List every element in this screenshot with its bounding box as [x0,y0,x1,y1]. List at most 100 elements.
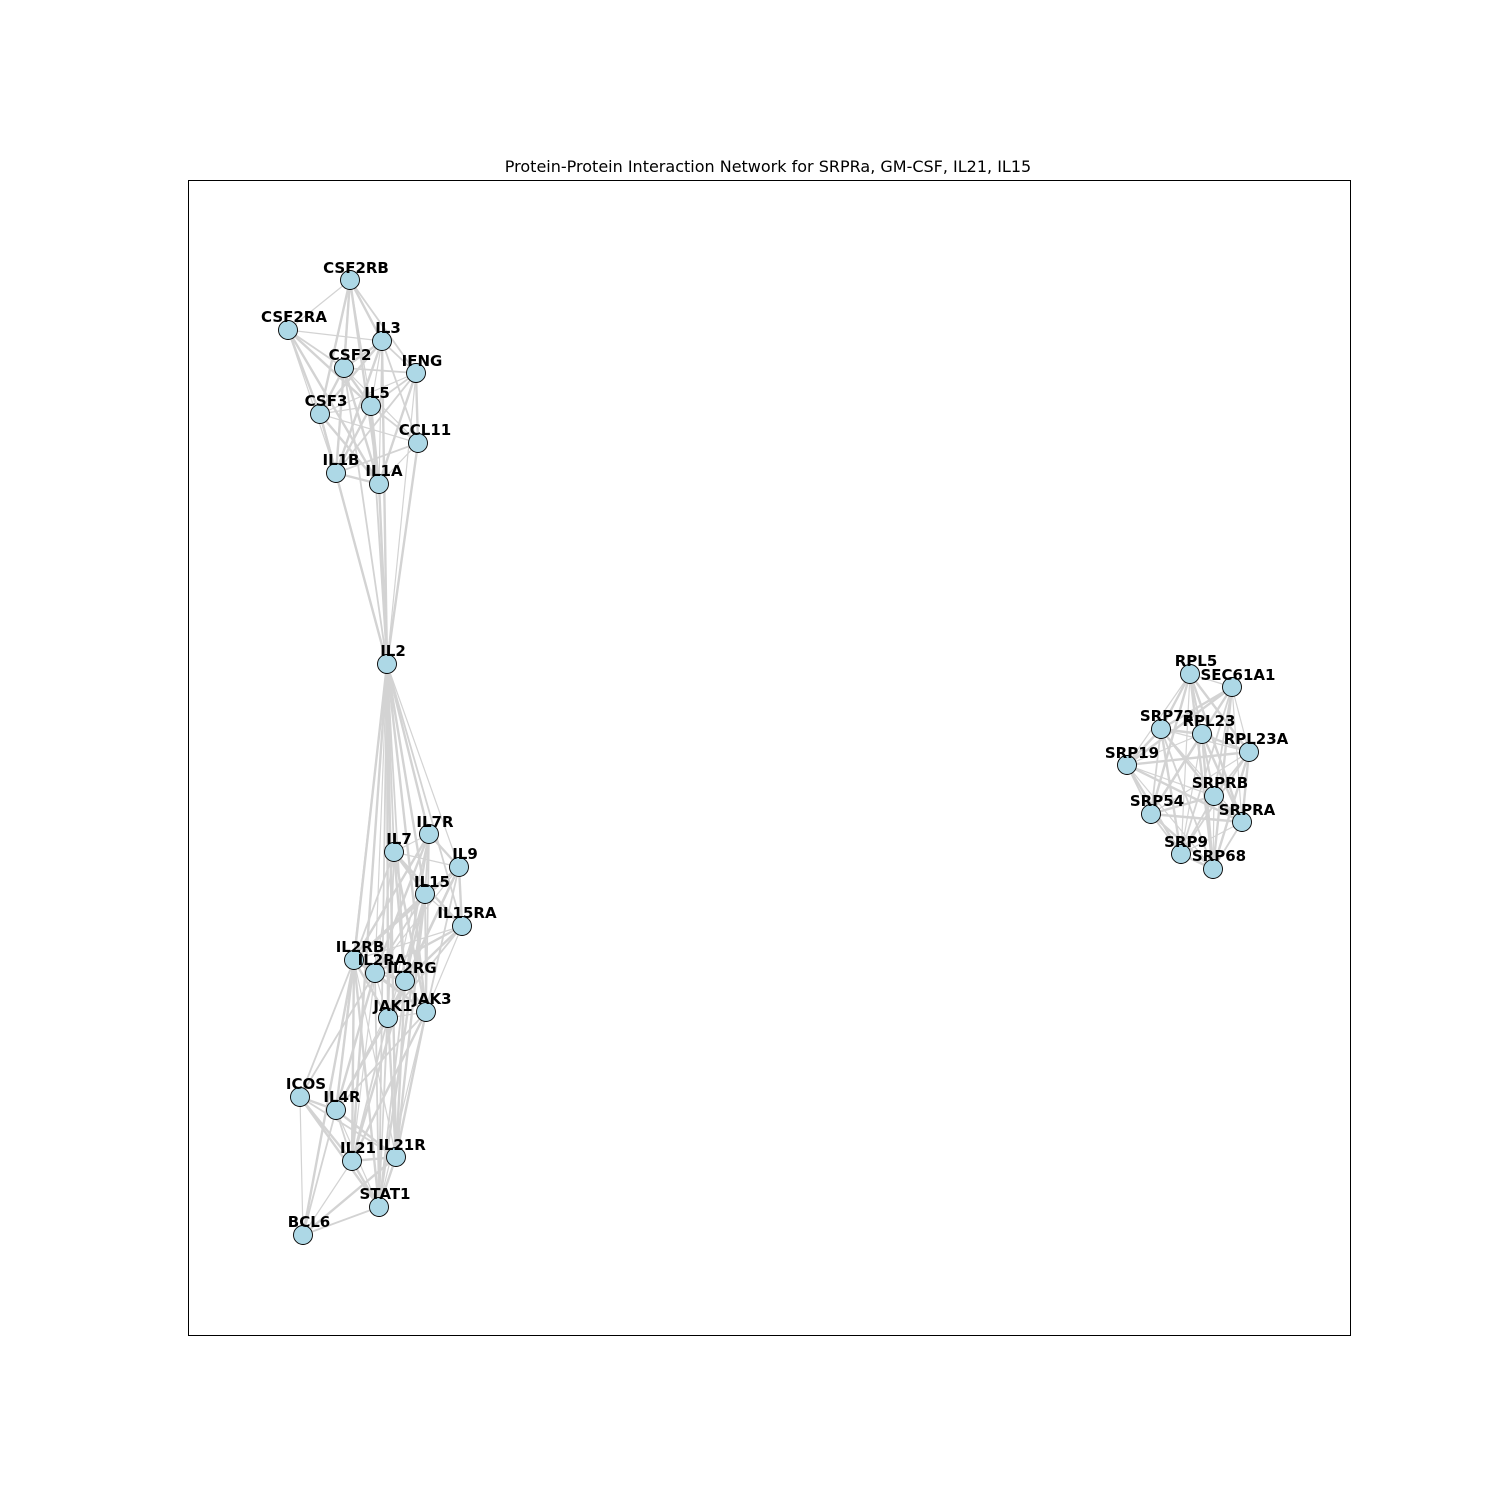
node-srpra [1232,812,1252,832]
edge-sec61a1-srp9 [1180,686,1233,855]
edge-sec61a1-srpra [1231,686,1243,823]
node-srp19 [1117,755,1137,775]
edge-il2-il9 [386,663,460,868]
edge-ifng-il1b [335,372,417,474]
node-label-il1a: IL1A [365,462,403,480]
edge-rpl23a-srp54 [1150,751,1250,815]
node-il2 [377,654,397,674]
node-label-srprb: SRPRB [1192,774,1248,792]
node-srp9 [1171,844,1191,864]
node-label-csf2rb: CSF2RB [323,259,389,277]
edge-csf3-ccl11 [319,413,419,444]
node-label-srp9: SRP9 [1164,833,1208,851]
edge-srp54-srpra [1149,812,1244,824]
edge-icos-stat1 [298,1095,381,1209]
node-label-ifng: IFNG [402,352,443,370]
node-label-il5: IL5 [364,384,390,402]
node-il21 [342,1151,362,1171]
node-ifng [406,363,426,383]
edge-il2-csf2 [343,367,388,665]
node-jak3 [416,1002,436,1022]
edge-jak3-il4r [335,1011,427,1111]
edge-il7r-il2ra [373,832,431,975]
edge-srp54-srp68 [1149,812,1215,871]
node-label-il3: IL3 [375,319,401,337]
edge-il3-il5 [370,340,383,407]
node-rpl5 [1180,664,1200,684]
edge-il21-bcl6 [302,1160,353,1236]
edge-il2-il1a [377,482,389,666]
edge-il2-il21 [350,662,389,1163]
node-rpl23 [1192,724,1212,744]
node-bcl6 [293,1225,313,1245]
edge-il3-il1b [334,339,384,475]
edge-il2ra-il4r [334,971,377,1112]
nodes-layer [278,270,1259,1245]
node-label-il21r: IL21R [378,1136,426,1154]
node-label-icos: ICOS [286,1075,326,1093]
node-il7 [384,842,404,862]
edge-csf3-il1a [318,412,381,486]
node-il1b [326,463,346,483]
node-label-il9: IL9 [452,845,478,863]
edge-jak1-il21r [386,1016,398,1159]
node-label-bcl6: BCL6 [288,1213,330,1231]
edge-sec61a1-srp19 [1125,685,1234,767]
edge-il2-il15ra [386,663,463,927]
edge-srp19-srprb [1126,764,1215,797]
edge-rpl23-srp19 [1126,733,1203,766]
edge-icos-bcl6 [299,1096,304,1236]
edge-il2-il3 [380,339,389,666]
edge-il2ra-il21 [351,972,376,1162]
node-icos [290,1087,310,1107]
edge-srp72-srpra [1160,728,1243,823]
node-srprb [1204,786,1224,806]
node-csf2ra [278,320,298,340]
node-label-il15: IL15 [414,873,450,891]
node-rpl23a [1239,742,1259,762]
node-label-il21: IL21 [340,1139,376,1157]
edge-csf2rb-il3 [348,278,384,343]
edge-il2-ccl11 [385,441,420,666]
plot-frame [188,180,1351,1336]
node-label-rpl23: RPL23 [1183,712,1236,730]
node-label-il2rb: IL2RB [336,938,385,956]
edge-il15-jak3 [424,893,427,1013]
edge-il4r-il21r [334,1108,398,1159]
node-label-srpra: SRPRA [1219,801,1276,819]
edge-srprb-srp68 [1212,795,1215,870]
node-il21r [386,1147,406,1167]
edge-rpl5-rpl23a [1188,672,1251,754]
edge-il7-il9 [393,851,460,868]
edge-rpl5-srp9 [1180,673,1191,855]
node-srp72 [1151,719,1171,739]
edge-ifng-ccl11 [414,371,420,445]
node-label-il2rg: IL2RG [387,959,436,977]
edge-il7-jak3 [392,850,428,1014]
edge-rpl5-srp54 [1149,672,1192,816]
node-label-rpl5: RPL5 [1175,652,1218,670]
node-label-csf2ra: CSF2RA [261,308,327,326]
edge-il2rb-il4r [334,958,356,1112]
node-label-srp54: SRP54 [1130,792,1184,810]
node-csf3 [310,404,330,424]
edge-il2-il7r [385,662,431,836]
edge-il15ra-jak3 [425,925,463,1013]
node-label-srp72: SRP72 [1140,707,1194,725]
node-label-srp19: SRP19 [1105,744,1159,762]
node-csf2 [334,358,354,378]
node-il1a [369,474,389,494]
edge-il2rb-icos [299,959,355,1098]
edge-il15-il2rb [352,892,427,962]
node-label-sec61a1: SEC61A1 [1201,666,1276,684]
edge-jak1-stat1 [378,1017,389,1208]
edge-csf2-ccl11 [343,367,419,444]
edge-csf2ra-csf2 [287,329,345,369]
edge-ccl11-il1b [335,442,419,474]
node-il2ra [365,963,385,983]
node-ccl11 [408,433,428,453]
node-label-il4r: IL4R [323,1088,361,1106]
edge-rpl23-srp54 [1149,732,1204,816]
edge-il21r-bcl6 [301,1155,398,1237]
edge-jak1-il4r [334,1016,390,1112]
